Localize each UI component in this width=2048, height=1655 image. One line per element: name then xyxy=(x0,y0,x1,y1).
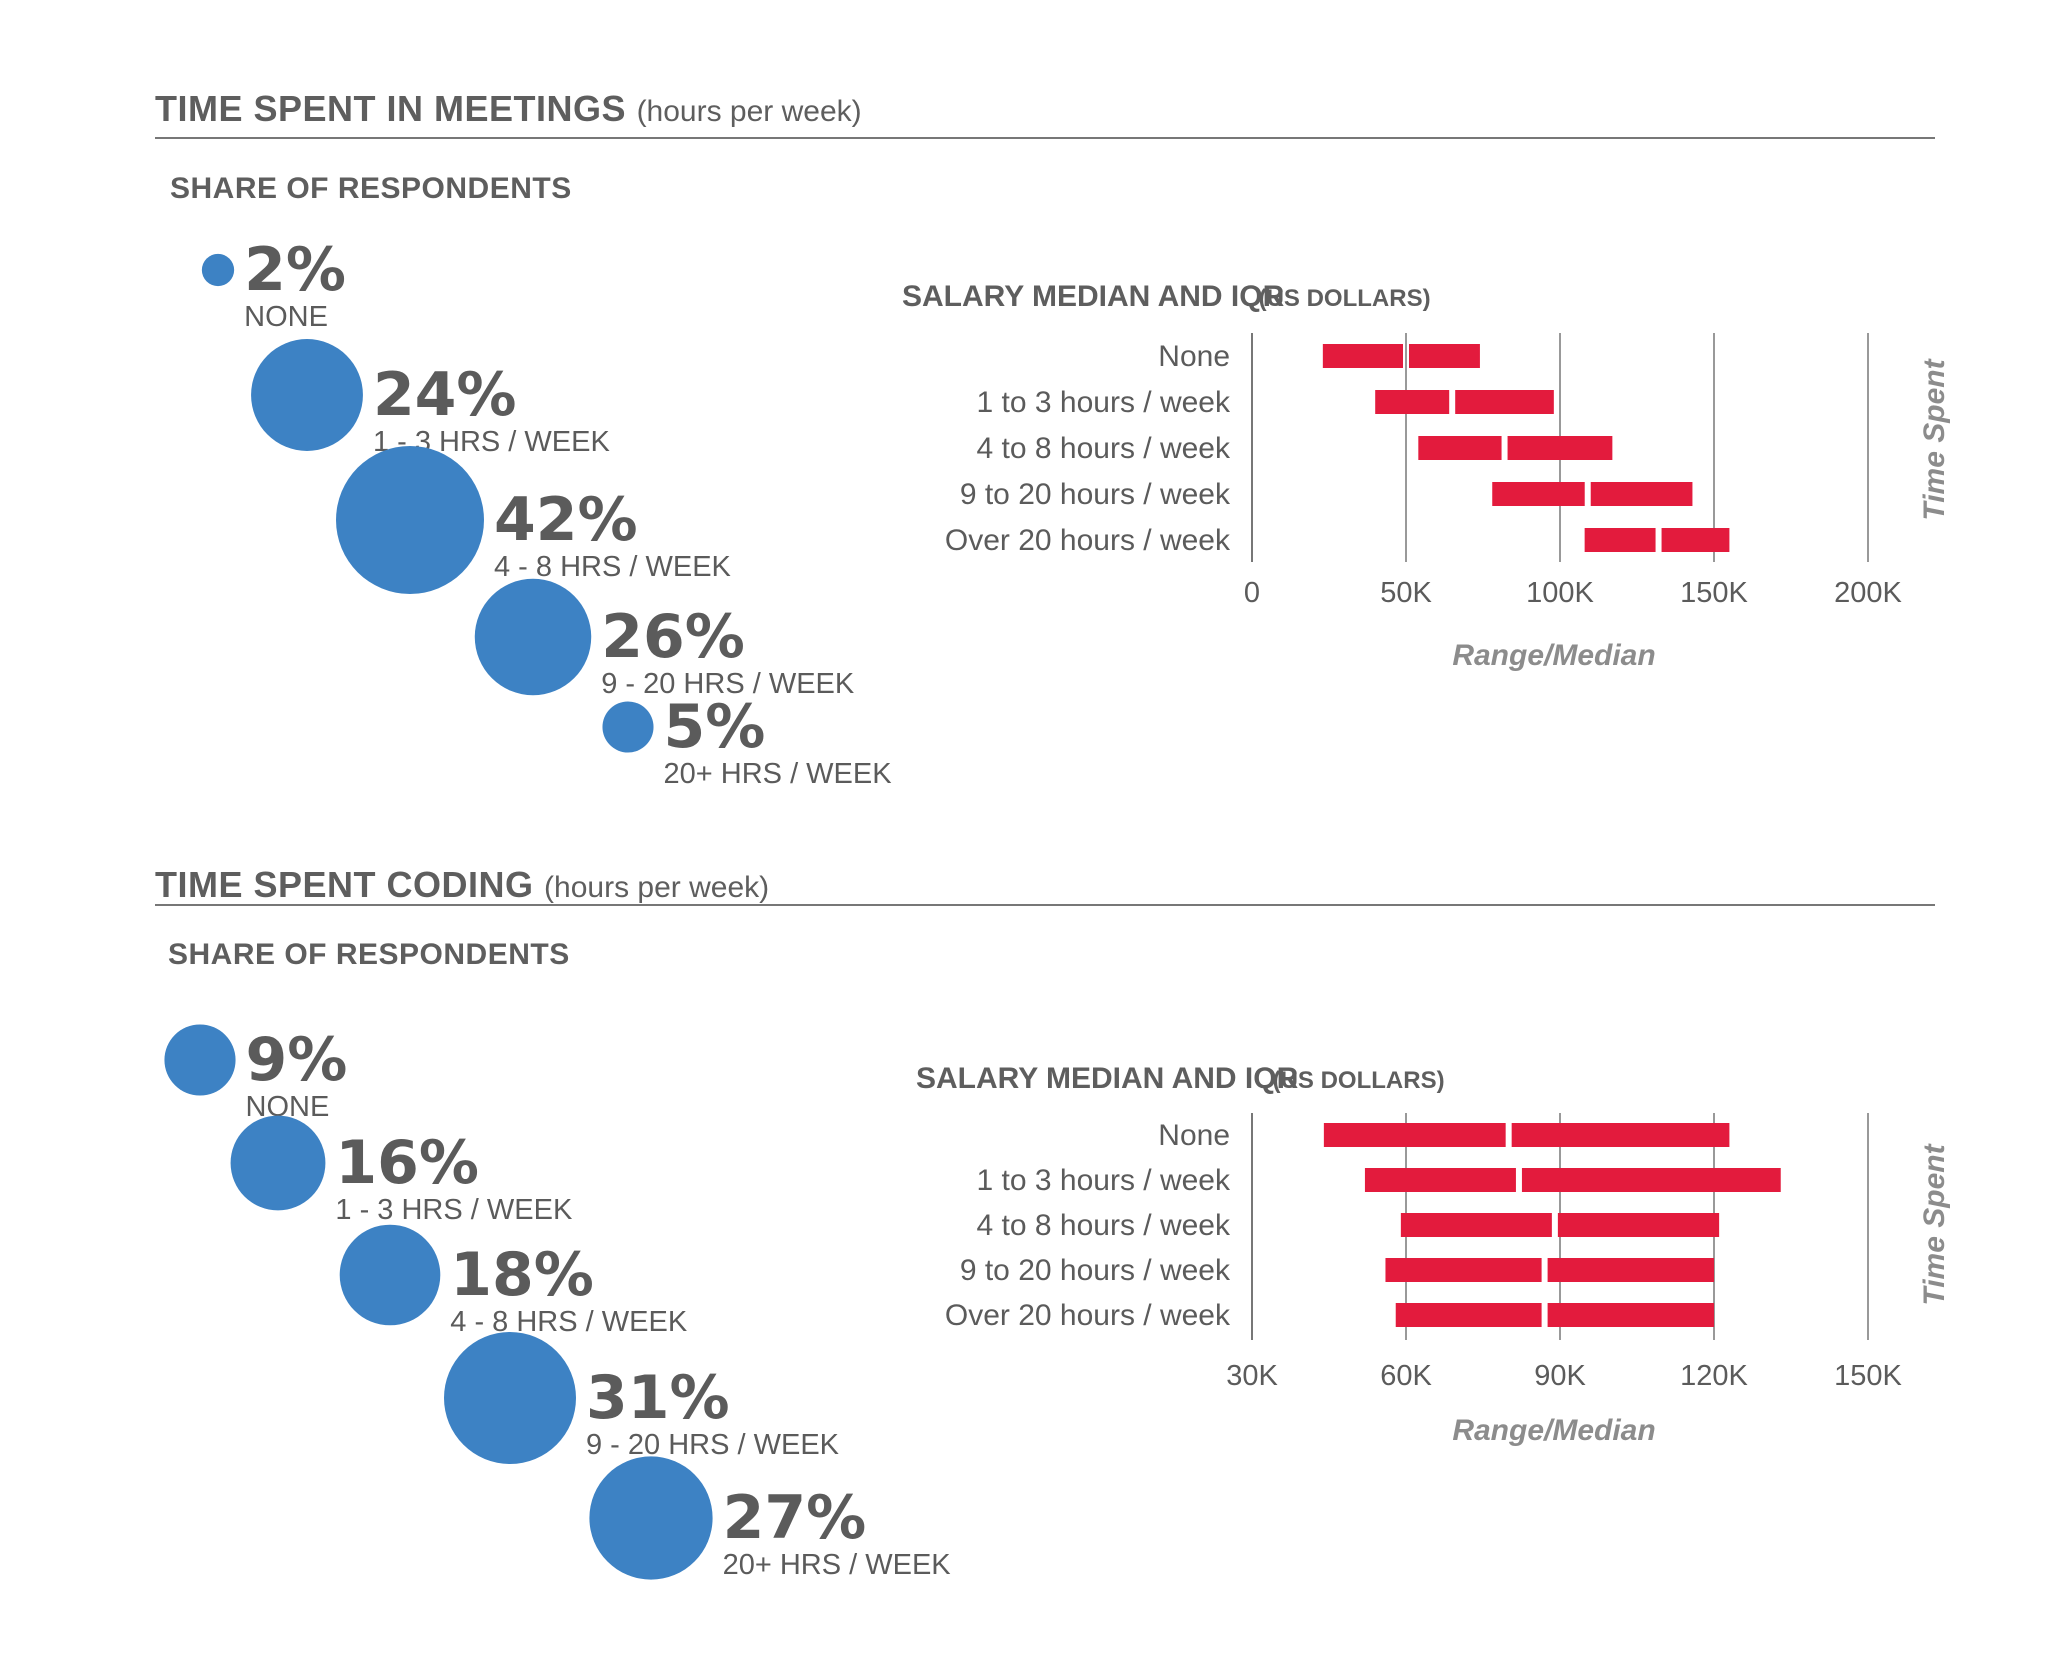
x-tick-label: 90K xyxy=(1534,1360,1586,1392)
x-tick-label: 150K xyxy=(1834,1360,1902,1392)
bubble-category-label: NONE xyxy=(244,301,328,333)
share-title: SHARE OF RESPONDENTS xyxy=(168,938,570,971)
iqr-upper-bar xyxy=(1547,1303,1714,1327)
iqr-lower-bar xyxy=(1323,1123,1506,1147)
meetings-section: TIME SPENT IN MEETINGS (hours per week) … xyxy=(0,0,2048,820)
bubble-3 xyxy=(336,446,484,594)
salary-chart-units: (US DOLLARS) xyxy=(1259,285,1431,312)
bubble-percent-label: 27% xyxy=(723,1483,867,1553)
x-tick-label: 150K xyxy=(1680,577,1748,609)
section-title: TIME SPENT IN MEETINGS (hours per week) xyxy=(155,88,862,130)
coding-section: TIME SPENT CODING (hours per week) SHARE… xyxy=(0,770,2048,1650)
bubble-category-label: 20+ HRS / WEEK xyxy=(723,1549,952,1581)
iqr-lower-bar xyxy=(1584,528,1656,552)
bubble-5 xyxy=(589,1456,713,1580)
row-label: 1 to 3 hours / week xyxy=(977,386,1231,419)
bubble-2 xyxy=(230,1115,326,1211)
iqr-lower-bar xyxy=(1492,482,1585,506)
bubble-1 xyxy=(164,1024,236,1096)
iqr-upper-bar xyxy=(1590,482,1693,506)
section-divider xyxy=(155,137,1935,139)
row-label: 9 to 20 hours / week xyxy=(960,1254,1231,1287)
share-title: SHARE OF RESPONDENTS xyxy=(170,172,572,205)
bubble-4 xyxy=(474,578,592,696)
iqr-upper-bar xyxy=(1409,344,1480,368)
salary-chart-title: SALARY MEDIAN AND IQR xyxy=(916,1062,1299,1095)
bubble-category-label: 9 - 20 HRS / WEEK xyxy=(586,1429,840,1461)
bubble-percent-label: 9% xyxy=(246,1025,348,1095)
iqr-lower-bar xyxy=(1322,344,1403,368)
section-title-text: TIME SPENT CODING xyxy=(155,864,534,905)
section-title: TIME SPENT CODING (hours per week) xyxy=(155,864,769,906)
iqr-upper-bar xyxy=(1557,1213,1720,1237)
salary-chart-title: SALARY MEDIAN AND IQR xyxy=(902,280,1285,313)
row-label: 1 to 3 hours / week xyxy=(977,1164,1231,1197)
bubble-percent-label: 2% xyxy=(244,235,346,305)
iqr-upper-bar xyxy=(1547,1258,1714,1282)
bubble-category-label: 9 - 20 HRS / WEEK xyxy=(601,668,855,700)
iqr-upper-bar xyxy=(1521,1168,1781,1192)
section-subtitle: (hours per week) xyxy=(636,95,862,128)
x-tick-label: 50K xyxy=(1380,577,1432,609)
bubble-1 xyxy=(201,253,235,287)
row-label: 4 to 8 hours / week xyxy=(977,432,1231,465)
bubble-percent-label: 26% xyxy=(601,602,745,672)
row-label: Over 20 hours / week xyxy=(945,524,1231,557)
bubble-3 xyxy=(339,1224,441,1326)
row-label: 9 to 20 hours / week xyxy=(960,478,1231,511)
bubble-category-label: 4 - 8 HRS / WEEK xyxy=(494,551,732,583)
bubble-percent-label: 16% xyxy=(335,1128,479,1198)
iqr-lower-bar xyxy=(1385,1258,1542,1282)
x-tick-label: 30K xyxy=(1226,1360,1278,1392)
iqr-upper-bar xyxy=(1507,436,1613,460)
row-label: None xyxy=(1158,1119,1230,1152)
bubble-category-label: 1 - 3 HRS / WEEK xyxy=(335,1194,573,1226)
bubble-category-label: 20+ HRS / WEEK xyxy=(664,758,893,790)
x-tick-label: 200K xyxy=(1834,577,1902,609)
section-title-text: TIME SPENT IN MEETINGS xyxy=(155,88,627,129)
bubble-category-label: 4 - 8 HRS / WEEK xyxy=(450,1306,688,1338)
x-tick-label: 120K xyxy=(1680,1360,1748,1392)
bubble-percent-label: 42% xyxy=(494,485,638,555)
bubble-4 xyxy=(444,1332,576,1464)
section-subtitle: (hours per week) xyxy=(544,871,770,904)
x-tick-label: 60K xyxy=(1380,1360,1432,1392)
row-label: None xyxy=(1158,340,1230,373)
bubble-2 xyxy=(251,339,363,451)
iqr-lower-bar xyxy=(1418,436,1502,460)
x-tick-label: 0 xyxy=(1244,577,1260,609)
bubble-percent-label: 31% xyxy=(586,1363,730,1433)
bubble-percent-label: 18% xyxy=(450,1240,594,1310)
bubble-percent-label: 24% xyxy=(373,360,517,430)
x-axis-label: Range/Median xyxy=(1452,639,1655,672)
y-axis-label: Time Spent xyxy=(1918,357,1951,520)
row-label: Over 20 hours / week xyxy=(945,1299,1231,1332)
iqr-lower-bar xyxy=(1395,1303,1542,1327)
iqr-upper-bar xyxy=(1455,390,1554,414)
bubble-percent-label: 5% xyxy=(664,692,766,762)
bubble-5 xyxy=(602,701,654,753)
y-axis-label: Time Spent xyxy=(1918,1142,1951,1305)
section-divider xyxy=(155,904,1935,906)
iqr-upper-bar xyxy=(1661,528,1730,552)
x-axis-label: Range/Median xyxy=(1452,1414,1655,1447)
x-tick-label: 100K xyxy=(1526,577,1594,609)
iqr-lower-bar xyxy=(1375,390,1450,414)
iqr-lower-bar xyxy=(1400,1213,1552,1237)
row-label: 4 to 8 hours / week xyxy=(977,1209,1231,1242)
iqr-lower-bar xyxy=(1364,1168,1516,1192)
salary-chart-units: (US DOLLARS) xyxy=(1273,1067,1445,1094)
iqr-upper-bar xyxy=(1511,1123,1730,1147)
